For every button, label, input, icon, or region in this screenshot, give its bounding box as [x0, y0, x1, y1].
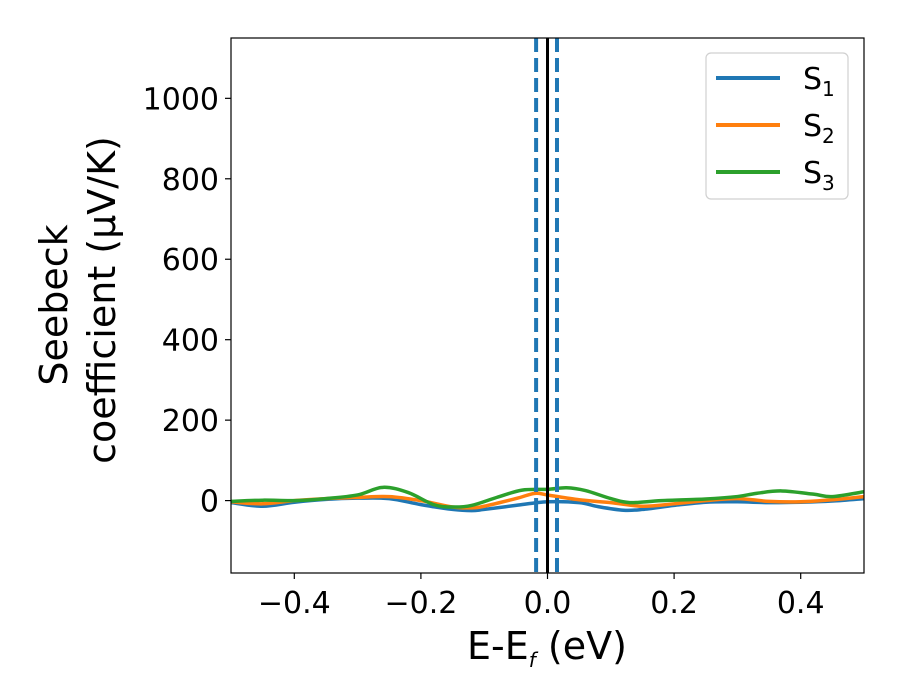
- x-tick-label: 0.2: [650, 586, 698, 621]
- legend-label-s2: S2: [803, 109, 835, 148]
- y-axis-ticks: 0 200 400 600 800 1000: [143, 82, 231, 520]
- y-tick-label: 200: [162, 404, 219, 439]
- y-axis-label-line1: Seebeck: [32, 224, 76, 385]
- x-tick-label: −0.4: [258, 586, 331, 621]
- x-tick-label: 0.0: [524, 586, 572, 621]
- plot-area: [230, 37, 865, 574]
- y-tick-label: 600: [162, 243, 219, 278]
- x-tick-label: 0.4: [777, 586, 825, 621]
- x-tick-label: −0.2: [384, 586, 457, 621]
- legend-label-s3: S3: [803, 156, 835, 195]
- y-axis-label: Seebeck coefficient (μV/K): [32, 136, 124, 464]
- x-axis-label: E-Ef (eV): [467, 624, 627, 672]
- y-axis-label-line2: coefficient (μV/K): [80, 136, 124, 464]
- x-axis-ticks: −0.4 −0.2 0.0 0.2 0.4: [258, 573, 825, 621]
- y-tick-label: 0: [200, 485, 219, 520]
- legend-label-s1: S1: [803, 62, 835, 101]
- y-tick-label: 1000: [143, 82, 219, 117]
- y-tick-label: 800: [162, 163, 219, 198]
- legend: S1 S2 S3: [705, 52, 849, 200]
- y-tick-label: 400: [162, 324, 219, 359]
